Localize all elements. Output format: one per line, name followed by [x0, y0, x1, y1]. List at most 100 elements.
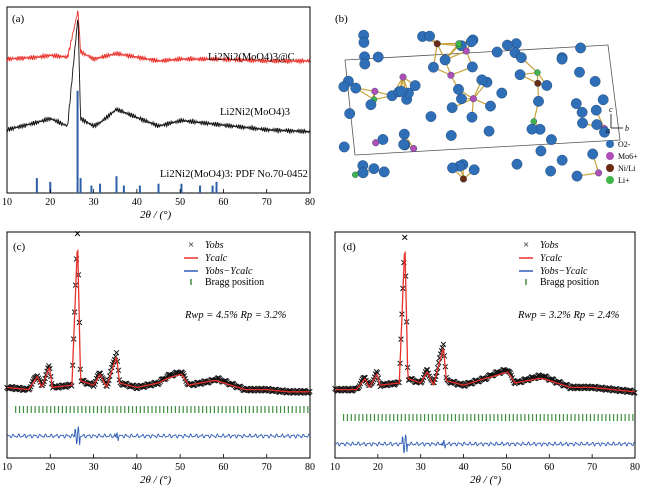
atom: [399, 73, 407, 81]
atom: [571, 170, 583, 182]
atom: [357, 167, 369, 179]
atom: [535, 145, 547, 157]
x-tick-label: 70: [262, 197, 272, 208]
label-pdf-card: Li2Ni2(MoO4)3: PDF No.70-0452: [160, 169, 308, 180]
legend-bragg: Bragg position: [205, 277, 264, 288]
panel-d-legend: × Yobs Ycalc Yobs−Ycalc Bragg position: [519, 239, 599, 288]
x-tick-label: 30: [89, 462, 99, 473]
crystal-lattice: [338, 29, 610, 183]
atom: [597, 94, 609, 106]
atom: [424, 30, 436, 42]
yobs-point: [440, 341, 447, 348]
atom: [338, 141, 350, 153]
panel-a-x-axis: 10 20 30 40 50 60 70 80: [2, 189, 315, 208]
x-tick-label: 30: [89, 197, 99, 208]
unit-cell-outline: [344, 44, 621, 156]
panel-a-letter: (a): [12, 13, 25, 25]
legend-li-label: Li+: [618, 176, 630, 185]
axis-a-label: a: [606, 126, 610, 135]
panel-b-crystal-structure: (b) c a b O2- Mo6+ Ni/Li Li+: [335, 13, 638, 185]
axis-triad: c a b: [606, 105, 629, 135]
atom: [595, 169, 603, 177]
panel-a-xrd-chart: (a) Li2Ni2(MoO4)3@C Li2Ni2(MoO4)3 Li2Ni2…: [2, 6, 315, 221]
yobs-point: [74, 230, 81, 237]
atom: [446, 102, 458, 114]
atom: [590, 104, 602, 116]
atom: [462, 47, 470, 55]
atom: [577, 117, 588, 129]
atom: [530, 118, 538, 125]
panel-d-rietveld-chart: (d) × Yobs Ycalc Yobs−Ycalc Bragg positio…: [330, 231, 640, 486]
x-tick-label: 30: [416, 462, 426, 473]
legend-bragg: Bragg position: [540, 277, 599, 288]
panel-d-stats: Rwp = 3.2% Rp = 2.4%: [517, 310, 620, 321]
legend-ydiff: Yobs−Ycalc: [540, 266, 588, 277]
atom: [459, 175, 467, 183]
x-tick-label: 80: [630, 462, 640, 473]
atom: [575, 42, 586, 54]
x-tick-label: 50: [175, 462, 185, 473]
atom: [447, 71, 455, 79]
legend-ycalc: Ycalc: [540, 253, 563, 264]
x-tick-label: 10: [330, 462, 340, 473]
legend-o2-label: O2-: [618, 140, 631, 149]
panel-a-xlabel: 2θ / (°): [140, 209, 172, 221]
x-tick-label: 40: [132, 462, 142, 473]
atom: [433, 40, 441, 48]
atom: [378, 166, 390, 178]
panel-d-x-axis: 10 20 30 40 50 60 70 80: [330, 454, 640, 473]
label-carbon-pattern: Li2Ni2(MoO4)3@C: [208, 52, 295, 63]
yobs-point: [307, 388, 313, 395]
atom: [576, 106, 588, 118]
atom: [541, 80, 553, 91]
atom: [466, 36, 477, 48]
atom: [511, 158, 523, 170]
x-tick-label: 60: [218, 197, 228, 208]
panel-c-legend: × Yobs Ycalc Yobs−Ycalc Bragg position: [184, 239, 264, 288]
atom: [587, 148, 599, 160]
atom: [372, 51, 384, 63]
panel-c-xlabel: 2θ / (°): [140, 474, 172, 486]
atom: [372, 139, 380, 147]
atom: [453, 83, 464, 95]
yobs-point: [69, 383, 75, 389]
atom: [483, 125, 495, 137]
x-tick-label: 70: [587, 462, 597, 473]
x-tick-label: 20: [373, 462, 383, 473]
label-pristine-pattern: Li2Ni2(MoO4)3: [220, 107, 290, 118]
x-tick-label: 80: [305, 197, 315, 208]
atom-legend: O2- Mo6+ Ni/Li Li+: [606, 140, 638, 185]
atom: [476, 74, 488, 86]
panel-d-letter: (d): [343, 241, 356, 253]
x-tick-label: 10: [2, 197, 12, 208]
xrd-series-line: [6, 19, 311, 135]
legend-nili-label: Ni/Li: [618, 164, 636, 173]
x-tick-label: 50: [175, 197, 185, 208]
legend-ydiff: Yobs−Ycalc: [205, 266, 253, 277]
svg-text:×: ×: [523, 239, 529, 251]
panel-c-stats: Rwp = 4.5% Rp = 3.2%: [184, 310, 287, 321]
panel-d-xlabel: 2θ / (°): [470, 474, 502, 486]
atom: [398, 139, 410, 150]
panel-c-x-axis: 10 20 30 40 50 60 70 80: [2, 454, 315, 473]
atom: [501, 39, 513, 51]
atom: [591, 119, 603, 130]
atom: [350, 82, 362, 94]
yobs-point: [113, 349, 120, 356]
atom: [469, 95, 477, 103]
atom: [428, 61, 439, 73]
panel-c-letter: (c): [13, 241, 26, 253]
legend-yobs: Yobs: [205, 240, 224, 251]
axis-c-label: c: [609, 105, 613, 114]
ycalc-line: [6, 248, 310, 393]
panel-b-letter: (b): [335, 13, 348, 25]
atom: [526, 123, 538, 135]
atom: [468, 164, 480, 176]
atom: [534, 79, 542, 87]
yobs-point: [374, 370, 381, 376]
atom: [359, 58, 371, 70]
atom: [368, 163, 380, 175]
atom: [466, 111, 478, 123]
atom: [398, 128, 410, 140]
atom: [358, 36, 370, 48]
